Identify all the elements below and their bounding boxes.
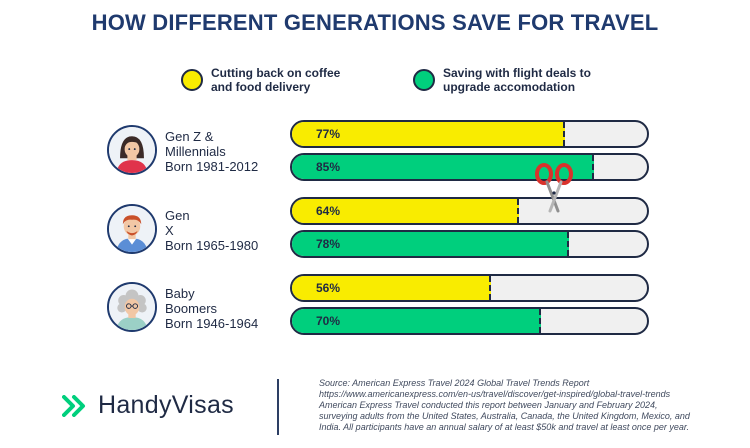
- boomers-name: Baby Boomers: [165, 286, 218, 316]
- gen-x-name: Gen X: [165, 208, 190, 238]
- legend-item-flights: Saving with flight deals to upgrade acco…: [413, 66, 593, 94]
- source-line-2: https://www.americanexpress.com/en-us/tr…: [319, 389, 671, 399]
- scissors-icon: [535, 163, 573, 213]
- logo-arrows-icon: [62, 394, 85, 417]
- bar-label-genz-coffee: 77%: [316, 127, 341, 141]
- avatar-gen-x-icon: [107, 204, 157, 254]
- boomers-born: Born 1946-1964: [165, 316, 259, 331]
- bar-label-genx-coffee: 64%: [316, 204, 341, 218]
- bar-label-genx-flights: 78%: [316, 237, 341, 251]
- gen-label-gen-z: Gen Z & Millennials Born 1981-2012: [165, 129, 280, 174]
- bar-fill-genx-flights: [292, 232, 569, 256]
- source-line-1: Source: American Express Travel 2024 Glo…: [319, 378, 590, 388]
- bar-label-boomers-flights: 70%: [316, 314, 341, 328]
- chart-title: HOW DIFFERENT GENERATIONS SAVE FOR TRAVE…: [91, 10, 659, 35]
- bar-fill-boomers-coffee: [292, 276, 491, 300]
- bar-genx-flights: 78%: [290, 230, 649, 258]
- source-note: Source: American Express Travel 2024 Glo…: [319, 378, 739, 433]
- bar-genz-flights: 85%: [290, 153, 649, 181]
- avatar-gen-z-icon: [107, 125, 157, 175]
- gen-x-born: Born 1965-1980: [165, 238, 259, 253]
- gen-label-boomers: Baby Boomers Born 1946-1964: [165, 286, 280, 331]
- source-line-5: India. All participants have an annual s…: [319, 422, 690, 432]
- gen-z-name: Gen Z & Millennials: [165, 129, 226, 159]
- legend-swatch-yellow: [181, 69, 203, 91]
- bar-fill-genz-coffee: [292, 122, 566, 146]
- bar-label-boomers-coffee: 56%: [316, 281, 341, 295]
- bar-fill-boomers-flights: [292, 309, 541, 333]
- legend-swatch-green: [413, 69, 435, 91]
- legend-label-flights: Saving with flight deals to upgrade acco…: [443, 66, 592, 94]
- footer-divider: [277, 379, 279, 435]
- handyvisas-logo: HandyVisas: [62, 391, 234, 420]
- bar-boomers-coffee: 56%: [290, 274, 649, 302]
- source-line-3: American Express Travel conducted this r…: [319, 400, 658, 410]
- bar-boomers-flights: 70%: [290, 307, 649, 335]
- bar-genx-coffee: 64%: [290, 197, 649, 225]
- source-line-4: surveying adults from the United States,…: [319, 411, 690, 421]
- bar-fill-genx-coffee: [292, 199, 520, 223]
- gen-z-born: Born 1981-2012: [165, 159, 259, 174]
- bar-genz-coffee: 77%: [290, 120, 649, 148]
- avatar-boomer-icon: [107, 282, 157, 332]
- bar-label-genz-flights: 85%: [316, 160, 341, 174]
- gen-label-gen-x: Gen X Born 1965-1980: [165, 208, 280, 253]
- legend-item-coffee: Cutting back on coffee and food delivery: [181, 66, 361, 94]
- legend-label-coffee: Cutting back on coffee and food delivery: [211, 66, 341, 94]
- brand-name: HandyVisas: [98, 391, 234, 419]
